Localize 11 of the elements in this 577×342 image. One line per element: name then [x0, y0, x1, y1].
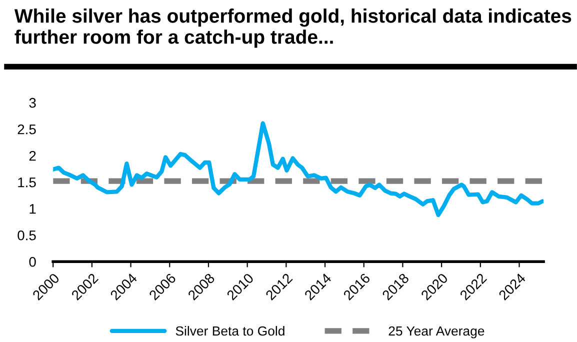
y-tick-label: 1: [30, 204, 36, 214]
y-tick-label: 2: [29, 150, 36, 161]
y-tick-label: 0: [29, 256, 36, 267]
y-tick-label: 2.5: [18, 124, 36, 134]
line-series: [53, 121, 544, 218]
legend-label: 25 Year Average: [388, 326, 484, 338]
legend-label: Silver Beta to Gold: [176, 326, 284, 336]
y-tick-label: 1.5: [18, 178, 36, 188]
y-tick-label: 3: [29, 98, 36, 108]
chart-title: While silver has outperformed gold, historical data indicates further room for a catch-up trade...: [14, 8, 572, 48]
y-tick-label: 0.5: [18, 230, 36, 240]
